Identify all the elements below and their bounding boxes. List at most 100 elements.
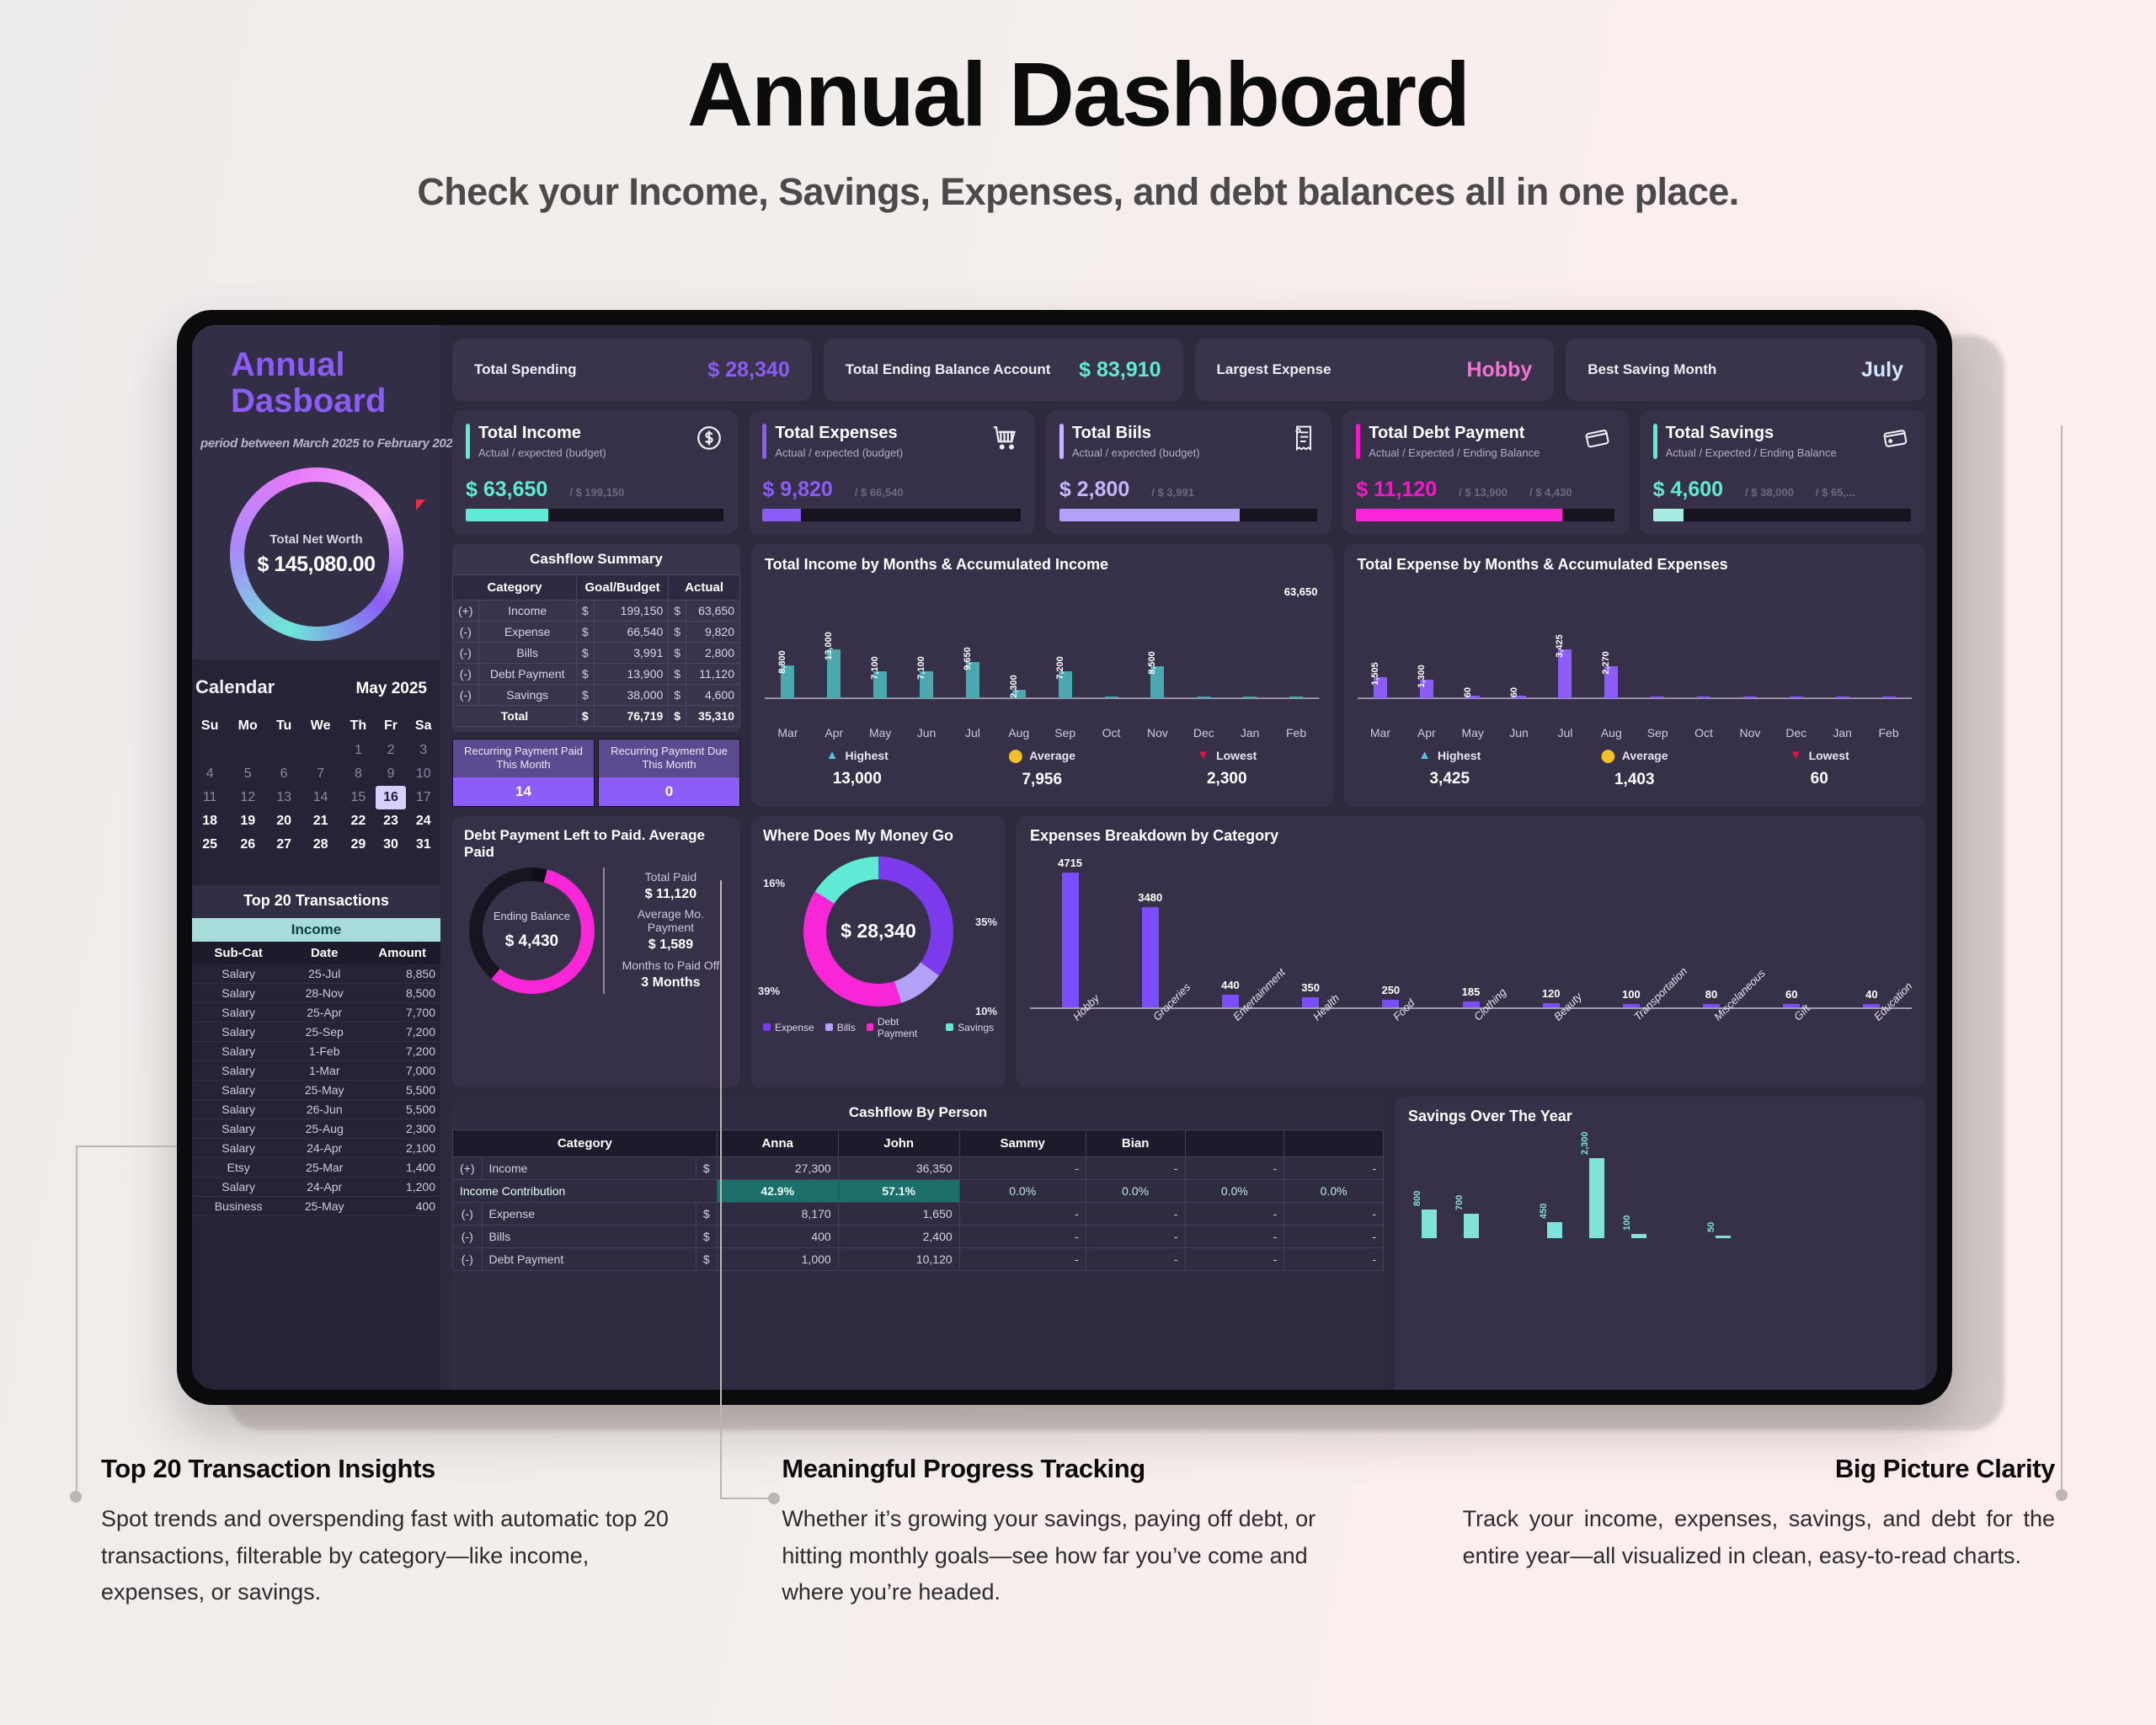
stat-lowest: ▼ Lowest 60 bbox=[1727, 748, 1913, 789]
metric-card-amount: $ 2,800 bbox=[1059, 478, 1130, 501]
calendar-month: May 2025 bbox=[355, 680, 427, 698]
calendar-day-16[interactable]: 16 bbox=[375, 786, 407, 810]
calendar-day-14[interactable]: 14 bbox=[312, 790, 328, 805]
x-tick-May: May bbox=[868, 726, 892, 740]
calendar-day-12[interactable]: 12 bbox=[240, 790, 256, 805]
bar-clothing bbox=[1462, 1001, 1480, 1007]
metric-card-amount: $ 63,650 bbox=[466, 478, 548, 501]
calendar-day-5[interactable]: 5 bbox=[243, 766, 252, 782]
calendar-day-20[interactable]: 20 bbox=[276, 814, 292, 829]
calendar-day-18[interactable]: 18 bbox=[202, 814, 218, 829]
bar-health bbox=[1302, 996, 1320, 1007]
debt-stat-value: $ 11,120 bbox=[644, 886, 697, 901]
metric-card-4: Total Savings Actual / Expected / Ending … bbox=[1639, 410, 1926, 535]
calendar-day-26[interactable]: 26 bbox=[240, 837, 256, 852]
metric-card-0: Total Income Actual / expected (budget) $ … bbox=[452, 410, 739, 535]
calendar-day-23[interactable]: 23 bbox=[383, 814, 398, 829]
stat-name: Highest bbox=[845, 748, 889, 762]
calendar-day-22[interactable]: 22 bbox=[350, 814, 366, 829]
calendar-day-4[interactable]: 4 bbox=[205, 766, 214, 782]
calendar-weekday: Fr bbox=[384, 718, 398, 734]
progress-fill bbox=[1652, 509, 1684, 521]
money-goes-title: Where Does My Money Go bbox=[763, 826, 954, 844]
row-sign: (+) bbox=[452, 1156, 483, 1180]
top20-date: 25-Sep bbox=[285, 1022, 365, 1043]
calendar-day-6[interactable]: 6 bbox=[280, 766, 288, 782]
metric-card-titles: Total Expenses Actual / expected (budget) bbox=[762, 424, 903, 459]
x-tick-Feb: Feb bbox=[1878, 726, 1899, 740]
debt-donut-chart: Ending Balance $ 4,430 bbox=[469, 867, 595, 994]
recurring-box-1: Recurring Payment Due This Month 0 bbox=[598, 739, 740, 807]
progress-fill bbox=[1356, 509, 1563, 521]
bar-label-health: 350 bbox=[1301, 980, 1320, 994]
calendar-week-row: 18 19 20 21 22 23 24 bbox=[192, 809, 440, 833]
calendar-day-21[interactable]: 21 bbox=[312, 814, 328, 829]
row-category: Bills bbox=[481, 1224, 696, 1248]
calendar-day-30[interactable]: 30 bbox=[383, 837, 398, 852]
calendar-day-15[interactable]: 15 bbox=[350, 790, 366, 805]
calendar-day-28[interactable]: 28 bbox=[312, 837, 328, 852]
calendar-day-8[interactable]: 8 bbox=[354, 766, 362, 782]
top20-amount: 2,100 bbox=[364, 1138, 440, 1159]
currency-symbol: $ bbox=[575, 663, 595, 685]
calendar-day-29[interactable]: 29 bbox=[350, 837, 366, 852]
recurring-payment-row: Recurring Payment Paid This Month 14 Recur… bbox=[452, 739, 740, 807]
person-column-header: Anna bbox=[716, 1129, 839, 1157]
metric-card-header: Total Debt Payment Actual / Expected / En… bbox=[1356, 424, 1614, 459]
x-tick-May: May bbox=[1461, 726, 1484, 740]
leader-dot-right bbox=[2056, 1489, 2068, 1501]
calendar-grid[interactable]: Su Mo Tu We Th Fr Sa 1 2 3 4 5 6 7 8 9 10 11 12 13 14 15 16 17… bbox=[192, 713, 440, 857]
calendar-weekday: Th bbox=[350, 718, 367, 734]
bar-label-Sep: 7,200 bbox=[1054, 656, 1065, 680]
row-actual: 11,120 bbox=[686, 663, 740, 685]
calendar-day-17[interactable]: 17 bbox=[415, 790, 431, 805]
accent-bar bbox=[1652, 424, 1657, 459]
calendar-day-2[interactable]: 2 bbox=[387, 743, 395, 758]
person-value: - bbox=[1085, 1201, 1186, 1226]
calendar-day-27[interactable]: 27 bbox=[276, 837, 292, 852]
row-category: Income bbox=[481, 1156, 696, 1180]
metric-card-title: Total Savings bbox=[1665, 424, 1774, 442]
x-tick-Jun: Jun bbox=[1509, 726, 1529, 740]
x-tick-Dec: Dec bbox=[1785, 726, 1807, 740]
calendar-header: Calendar May 2025 bbox=[192, 676, 440, 698]
row-sign: (-) bbox=[452, 684, 479, 706]
bar-label-Jul: 3,425 bbox=[1555, 634, 1566, 658]
callout-clarity: Big Picture Clarity Track your income, e… bbox=[1463, 1454, 2056, 1611]
kpi-pill-0: Total Spending $ 28,340 bbox=[452, 339, 812, 401]
metric-card-values: $ 2,800 / $ 3,991 bbox=[1059, 478, 1317, 502]
row-actual: 9,820 bbox=[686, 621, 740, 643]
bill-receipt-icon bbox=[1290, 424, 1317, 457]
top20-subcat: Etsy bbox=[192, 1157, 286, 1178]
calendar-day-3[interactable]: 3 bbox=[419, 743, 428, 758]
x-tick-Aug: Aug bbox=[1008, 726, 1030, 740]
bar-Jun bbox=[1547, 1221, 1563, 1238]
currency-symbol: $ bbox=[575, 642, 595, 664]
metric-card-3: Total Debt Payment Actual / Expected / En… bbox=[1342, 410, 1629, 535]
top20-subcat: Salary bbox=[192, 964, 286, 985]
table-row: (-) Savings $38,000 $4,600 bbox=[452, 684, 740, 706]
calendar-day-24[interactable]: 24 bbox=[415, 814, 431, 829]
x-tick-Apr: Apr bbox=[1417, 726, 1436, 740]
top20-subcat: Salary bbox=[192, 1119, 286, 1140]
calendar-day-19[interactable]: 19 bbox=[240, 814, 256, 829]
calendar-day-9[interactable]: 9 bbox=[387, 766, 395, 782]
calendar-day-10[interactable]: 10 bbox=[415, 766, 431, 782]
calendar-day-1[interactable]: 1 bbox=[354, 743, 362, 758]
row-category: Expense bbox=[481, 1201, 696, 1226]
calendar-day-25[interactable]: 25 bbox=[202, 837, 218, 852]
calendar-day-11[interactable]: 11 bbox=[202, 790, 217, 805]
calendar-day-7[interactable]: 7 bbox=[317, 766, 325, 782]
income-chart-stats: ▲ Highest 13,000 ⬤ Average 7,956 ▼ Lowest 2,300 bbox=[765, 748, 1320, 789]
debt-panel-body: Ending Balance $ 4,430 Total Paid $ 11,12… bbox=[464, 867, 728, 994]
person-value: 27,300 bbox=[716, 1156, 839, 1180]
calendar-day-31[interactable]: 31 bbox=[415, 837, 431, 852]
money-goes-total: $ 28,340 bbox=[841, 920, 916, 942]
legend-item-savings: Savings bbox=[946, 1016, 994, 1039]
debt-stat-2: Months to Paid Off 3 Months bbox=[622, 959, 720, 991]
calendar-day-13[interactable]: 13 bbox=[276, 790, 292, 805]
person-value: 36,350 bbox=[837, 1156, 960, 1180]
stat-name: Average bbox=[1621, 749, 1668, 762]
metric-card-values: $ 11,120 / $ 13,900 / $ 4,430 bbox=[1356, 478, 1614, 502]
